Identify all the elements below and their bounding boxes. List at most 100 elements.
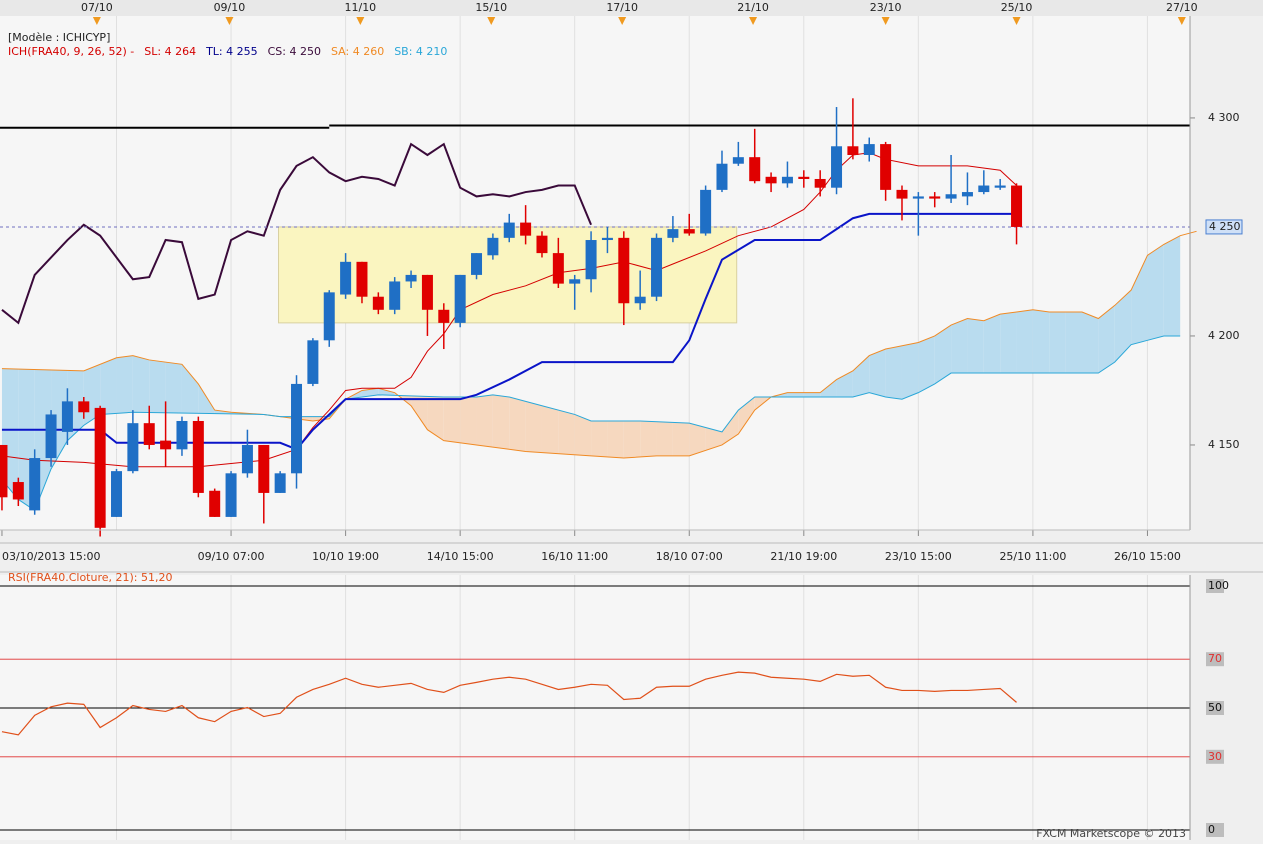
candle-body	[487, 237, 499, 256]
x-tick-label: 23/10 15:00	[885, 550, 952, 563]
cloud-segment	[1114, 290, 1132, 363]
candle-body	[880, 144, 892, 190]
candle-body	[994, 185, 1006, 188]
cloud-segment	[967, 318, 984, 374]
date-marker	[1177, 17, 1186, 25]
cloud-segment	[918, 335, 935, 393]
cloud-segment	[787, 392, 804, 398]
candle-body	[618, 237, 630, 304]
cloud-segment	[607, 420, 624, 459]
candle-body	[781, 176, 793, 184]
cloud-segment	[1032, 309, 1050, 374]
top-date-label: 17/10	[606, 1, 638, 14]
candle-body	[978, 185, 990, 193]
legend-entry: SB: 4 210	[394, 45, 447, 58]
candle-body	[569, 279, 581, 284]
cloud-segment	[116, 355, 133, 414]
x-tick-label: 25/10 11:00	[999, 550, 1066, 563]
price-tag-label: 4 250	[1209, 220, 1241, 233]
cloud-segment	[1131, 255, 1148, 345]
candle-body	[454, 274, 466, 323]
cloud-segment	[591, 420, 608, 457]
cloud-segment	[705, 427, 722, 451]
cloud-segment	[1049, 311, 1066, 374]
candle-body	[274, 473, 286, 493]
date-marker	[1012, 17, 1021, 25]
candle-body	[209, 490, 221, 517]
cloud-segment	[951, 318, 968, 374]
cloud-segment	[934, 325, 952, 384]
candle-body	[667, 229, 679, 238]
cloud-segment	[869, 349, 886, 398]
candle-body	[160, 440, 172, 450]
cloud-segment	[803, 392, 821, 398]
candle-body	[372, 296, 384, 310]
cloud-segment	[132, 355, 150, 413]
candle-body	[258, 444, 270, 493]
candle-body	[389, 281, 401, 310]
candle-body	[0, 444, 8, 498]
candle-body	[765, 176, 777, 184]
candle-body	[176, 420, 188, 450]
candle-body	[29, 458, 41, 511]
cloud-segment	[1098, 305, 1115, 374]
cloud-segment	[1147, 244, 1164, 341]
indicator-line	[1, 212, 1017, 451]
candle-body	[1011, 185, 1023, 227]
top-date-label: 07/10	[81, 1, 113, 14]
x-tick-label: 26/10 15:00	[1114, 550, 1181, 563]
x-tick-label: 18/10 07:00	[656, 550, 723, 563]
candle-body	[601, 237, 613, 241]
candle-body	[225, 473, 237, 517]
candle-body	[814, 178, 826, 188]
candle-body	[961, 192, 973, 197]
top-date-label: 21/10	[737, 1, 769, 14]
date-marker	[618, 17, 627, 25]
candle-body	[421, 274, 433, 310]
candle-body	[749, 157, 761, 182]
candle-body	[520, 222, 532, 236]
x-tick-label: 03/10/2013 15:00	[2, 550, 101, 563]
cloud-segment	[165, 362, 182, 414]
candle-body	[291, 383, 303, 474]
y-tick-label: 4 200	[1208, 329, 1240, 342]
price-tag	[1205, 219, 1243, 235]
candle-body	[945, 194, 957, 199]
cloud-segment	[983, 314, 1001, 374]
date-marker	[356, 17, 365, 25]
cloud-segment	[509, 397, 526, 452]
y-tick-label: 4 150	[1208, 438, 1240, 451]
candle-body	[863, 144, 875, 155]
candle-body	[356, 261, 368, 297]
cloud-segment	[852, 355, 870, 398]
candle-body	[127, 423, 139, 472]
legend-entry: CS: 4 250	[268, 45, 321, 58]
candle-body	[471, 253, 483, 275]
candle-body	[503, 222, 515, 238]
cloud-segment	[1163, 235, 1181, 336]
x-tick-label: 09/10 07:00	[198, 550, 265, 563]
cloud-segment	[476, 394, 493, 448]
rsi-title: RSI(FRA40.Cloture, 21): 51,20	[8, 571, 172, 584]
cloud-segment	[427, 396, 444, 441]
candle-body	[536, 235, 548, 254]
y-tick-label: 50	[1208, 701, 1222, 714]
legend-entry: TL: 4 255	[205, 45, 258, 58]
y-tick-label: 30	[1208, 750, 1222, 763]
candle-body	[143, 423, 155, 445]
cloud-segment	[623, 420, 641, 459]
candle-body	[716, 163, 728, 190]
cloud-segment	[378, 388, 395, 396]
footer: FXCM Marketscope © 2013	[1036, 827, 1186, 840]
candle-body	[831, 146, 843, 188]
y-tick-label: 70	[1208, 652, 1222, 665]
candle-body	[732, 157, 744, 164]
cloud-segment	[460, 397, 477, 445]
legend-entry: ICH(FRA40, 9, 26, 52) -	[8, 45, 134, 58]
top-date-label: 09/10	[214, 1, 246, 14]
cloud-segment	[558, 410, 575, 455]
cloud-segment	[411, 395, 428, 430]
candle-body	[798, 176, 810, 179]
cloud-segment	[100, 357, 117, 415]
